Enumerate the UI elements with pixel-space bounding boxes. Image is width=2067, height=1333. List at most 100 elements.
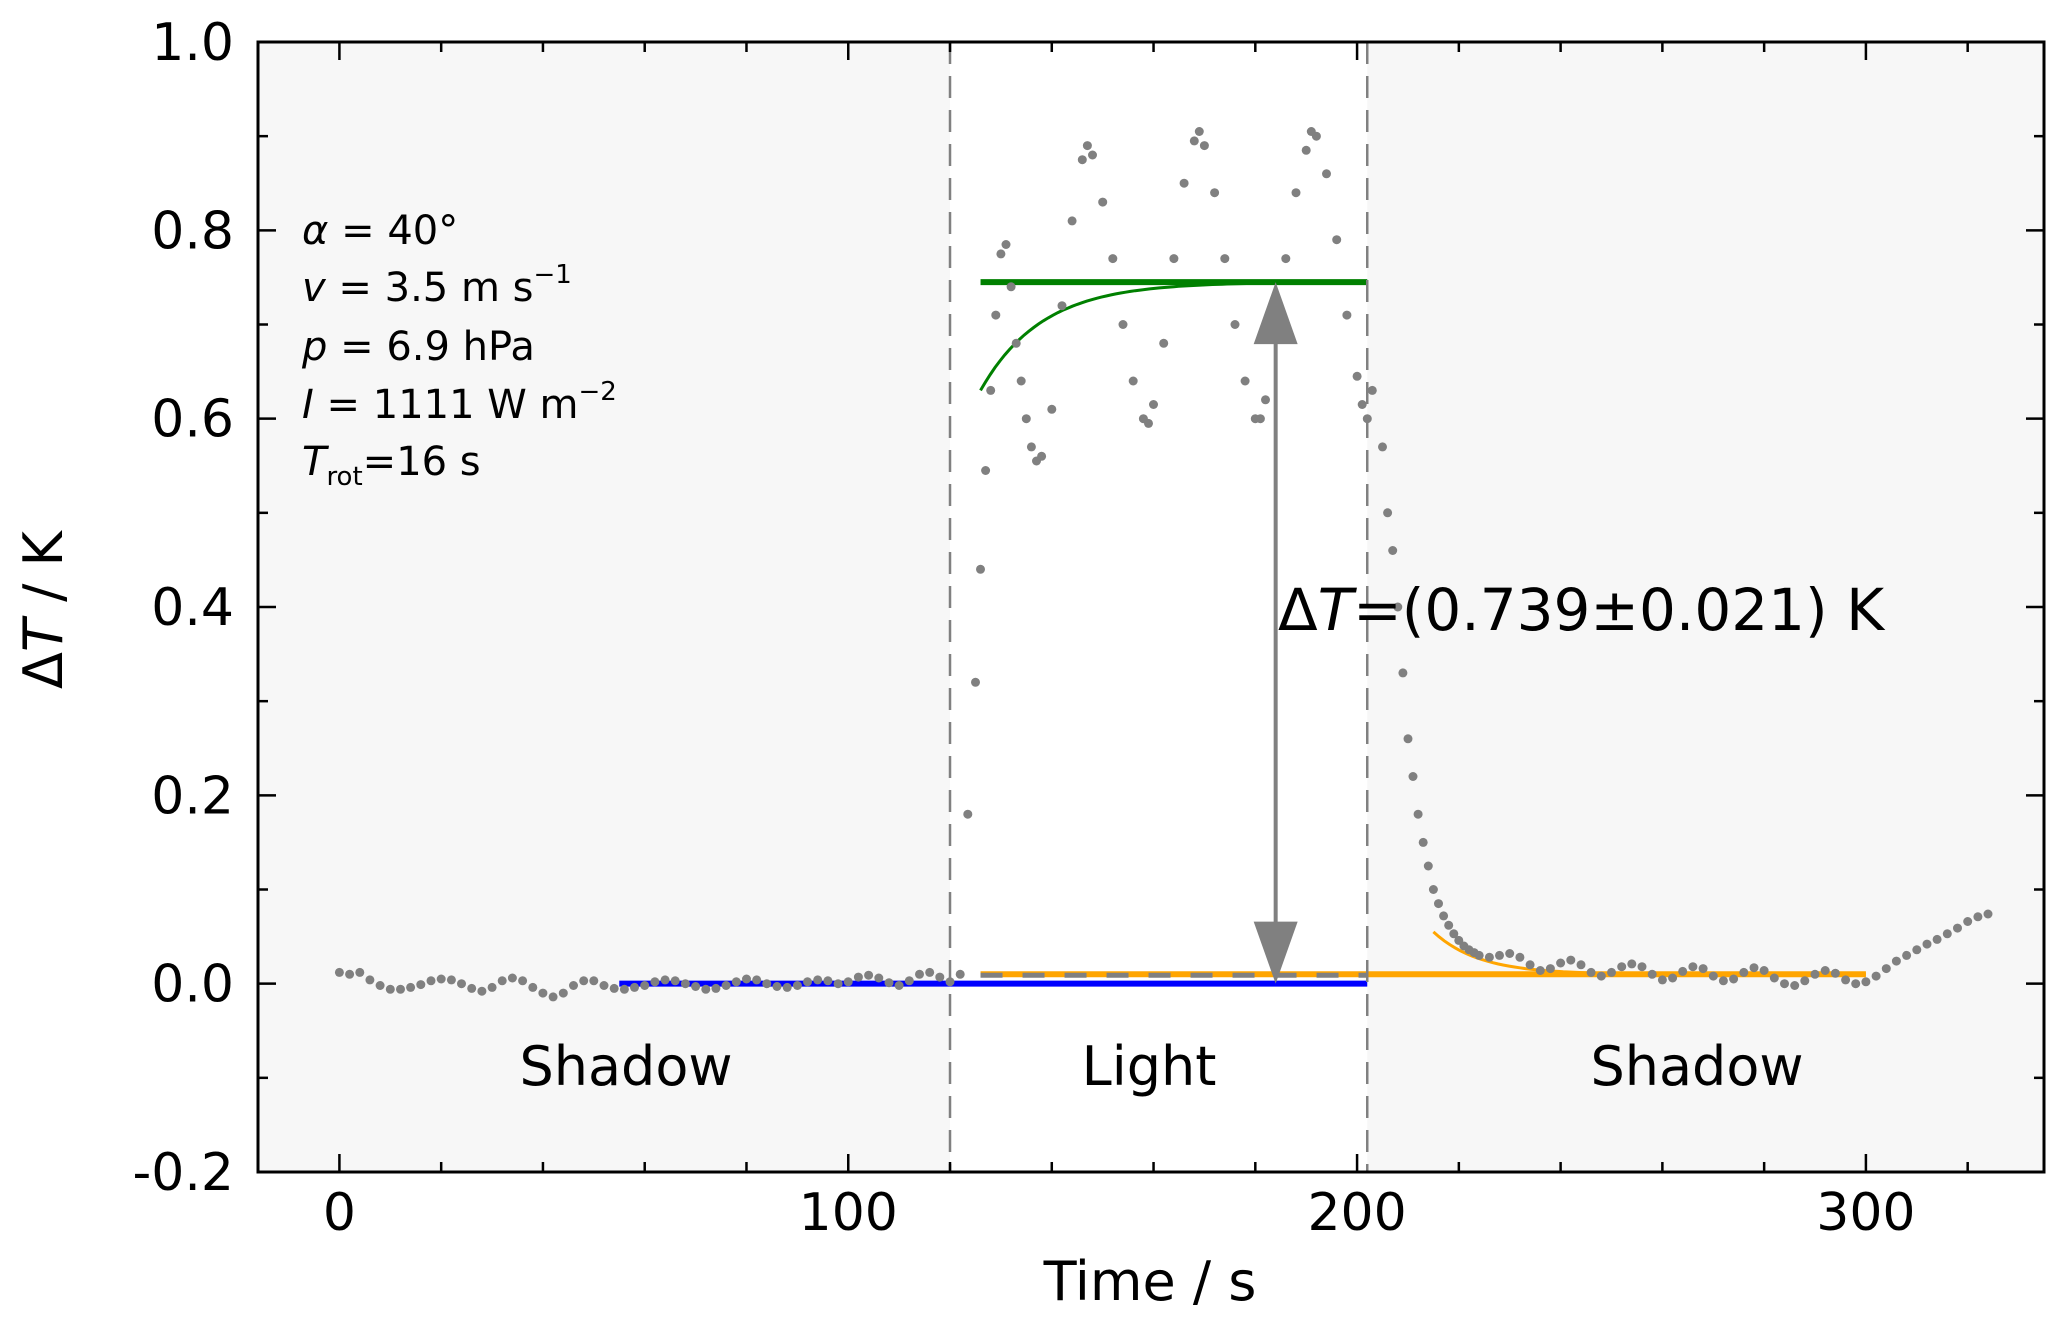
x-axis-title-base: Time: [1043, 1250, 1176, 1313]
data-point: [772, 982, 782, 991]
data-point: [1627, 959, 1637, 969]
x-tick-label: 100: [799, 1183, 898, 1243]
data-point: [1525, 960, 1535, 970]
data-point: [548, 992, 558, 1002]
data-point: [1220, 254, 1230, 264]
param-alpha-sym: α: [302, 208, 328, 254]
data-point: [1484, 952, 1494, 962]
param-rotation: Trot=16 s: [302, 439, 481, 492]
data-point: [1871, 971, 1881, 981]
data-point: [385, 984, 395, 994]
data-point: [1322, 169, 1331, 179]
param-rotation-value: =16 s: [363, 439, 481, 485]
data-point: [1423, 861, 1433, 871]
data-point: [375, 981, 385, 990]
data-point: [792, 981, 802, 990]
data-point: [1657, 975, 1667, 985]
param-irradiance-value: = 1111 W m: [314, 382, 579, 428]
data-point: [1841, 975, 1851, 985]
data-point: [1428, 885, 1438, 894]
data-point: [1108, 254, 1118, 264]
data-point: [874, 973, 884, 983]
data-point: [528, 982, 538, 992]
data-point: [884, 978, 894, 988]
data-point: [1255, 414, 1265, 424]
region-label-shadow-right: Shadow: [1590, 1035, 1803, 1098]
data-point: [416, 980, 426, 990]
data-point: [762, 979, 772, 989]
data-point: [1026, 442, 1036, 452]
data-point: [996, 249, 1006, 259]
data-point: [1016, 376, 1026, 386]
data-point: [986, 385, 996, 395]
data-point: [1301, 145, 1311, 155]
data-point: [1128, 376, 1138, 386]
data-point: [803, 977, 812, 987]
data-point: [1861, 977, 1871, 987]
y-tick-label: 0.4: [151, 578, 234, 638]
data-point: [1718, 976, 1728, 986]
data-point: [406, 982, 416, 992]
data-point: [1057, 301, 1067, 311]
x-tick-label: 0: [323, 1183, 356, 1243]
y-tick-label: 1.0: [151, 13, 234, 73]
data-point: [1240, 376, 1250, 386]
data-point: [660, 975, 670, 985]
data-point: [365, 975, 375, 985]
data-point: [864, 970, 874, 980]
data-point: [589, 976, 599, 986]
data-point: [1413, 809, 1423, 819]
y-tick-labels: -0.2 0.0 0.2 0.4 0.6 0.8 1.0: [133, 13, 234, 1203]
data-point: [1881, 964, 1891, 974]
data-point: [1311, 131, 1321, 141]
data-point: [1983, 909, 1993, 919]
param-rotation-sym: T: [302, 439, 330, 485]
data-point: [670, 976, 680, 986]
data-point: [1098, 197, 1108, 207]
data-point: [1444, 920, 1454, 930]
data-point: [1439, 911, 1449, 921]
data-point: [963, 809, 973, 819]
data-point: [518, 976, 528, 986]
data-point: [396, 984, 405, 994]
data-point: [1047, 404, 1057, 414]
param-pressure: p = 6.9 hPa: [301, 324, 535, 370]
param-pressure-value: = 6.9 hPa: [327, 324, 534, 370]
arrow-head-down: [1253, 921, 1298, 984]
data-point: [1159, 338, 1169, 348]
data-point: [752, 975, 762, 985]
data-point: [1006, 282, 1016, 292]
region-bg-2: [1367, 42, 2044, 1172]
data-point: [1708, 971, 1718, 981]
data-point: [1199, 141, 1209, 151]
data-point: [1556, 958, 1566, 968]
data-point: [843, 977, 853, 987]
data-point: [1449, 929, 1459, 939]
data-point: [1169, 254, 1179, 264]
param-irradiance-sym: I: [302, 382, 314, 428]
data-point: [1932, 934, 1942, 944]
data-point: [981, 466, 991, 475]
x-tick-label: 200: [1307, 1183, 1406, 1243]
data-point: [1698, 964, 1708, 974]
data-point: [991, 310, 1001, 320]
data-point: [1729, 974, 1739, 984]
arrow-head-up: [1253, 282, 1298, 345]
data-point: [1953, 923, 1962, 933]
data-point: [1077, 155, 1087, 165]
data-point: [1759, 966, 1769, 975]
param-velocity: v = 3.5 m s−1: [302, 260, 572, 311]
data-point: [976, 564, 985, 574]
data-point: [1780, 979, 1789, 989]
data-point: [1973, 912, 1983, 922]
data-point: [334, 967, 344, 977]
data-point: [731, 977, 741, 987]
delta-t-result: ΔT=(0.739±0.021) K: [1278, 576, 1886, 644]
data-point: [721, 981, 731, 990]
y-tick-label: -0.2: [133, 1143, 234, 1203]
data-point: [1230, 320, 1240, 329]
data-point: [1769, 973, 1779, 983]
data-point: [813, 975, 823, 985]
data-point: [1067, 216, 1077, 226]
